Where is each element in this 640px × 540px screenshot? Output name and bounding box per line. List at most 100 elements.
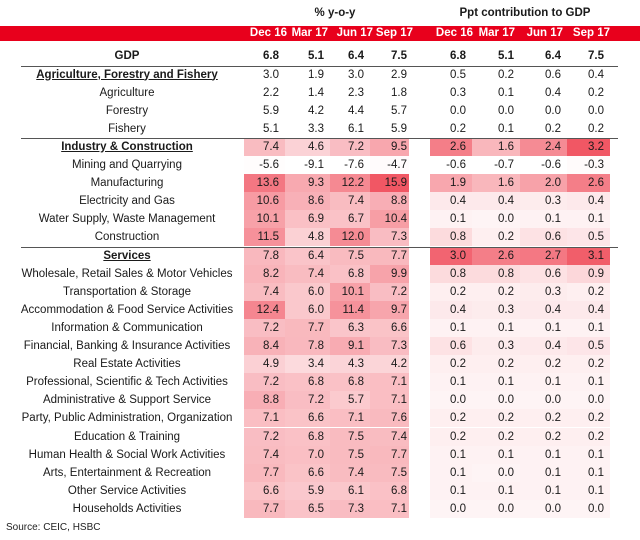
- ppt-cell: 6.8: [450, 50, 466, 63]
- yoy-cell: 6.9: [285, 210, 330, 229]
- ppt-cell: 0.1: [430, 463, 472, 482]
- yoy-cell: 7.2: [244, 427, 285, 446]
- yoy-cell: 3.3: [308, 122, 324, 135]
- yoy-cell: 7.0: [285, 445, 330, 464]
- ppt-cell: 0.4: [520, 337, 567, 356]
- yoy-cell: 4.3: [330, 355, 370, 374]
- yoy-cell: 7.1: [330, 409, 370, 428]
- ppt-cell: 0.0: [588, 104, 604, 117]
- yoy-cell: 6.0: [285, 300, 330, 319]
- yoy-cell: 7.4: [244, 445, 285, 464]
- yoy-cell: 9.7: [370, 300, 413, 319]
- header-bar: Dec 16 Dec 16 Mar 17 Mar 17 Jun 17 Jun 17 Sep …: [0, 26, 640, 41]
- yoy-cell: 2.9: [391, 68, 407, 81]
- yoy-cell: 7.2: [285, 391, 330, 410]
- yoy-cell: 9.5: [370, 137, 413, 156]
- yoy-cell: 11.4: [330, 300, 370, 319]
- ppt-cell: 0.1: [520, 210, 567, 229]
- table-row: Fishery 5.1 3.3 6.1 5.9 0.2 0.1 0.2 0.2: [0, 120, 640, 138]
- rule-industry: [21, 137, 618, 139]
- yoy-cell: 7.4: [330, 463, 370, 482]
- yoy-cell: 7.4: [370, 427, 413, 446]
- ppt-cell: 0.1: [472, 481, 520, 500]
- table-row: Services 7.8 6.4 7.5 7.7 3.0 2.6 2.7 3.1: [0, 246, 640, 265]
- row-label: Human Health & Social Work Activities: [28, 448, 226, 461]
- table-row: Accommodation & Food Service Activities 1…: [0, 300, 640, 319]
- yoy-cell: 6.4: [348, 50, 364, 63]
- yoy-cell: 13.6: [244, 174, 285, 193]
- yoy-cell: 8.2: [244, 264, 285, 283]
- row-label: Arts, Entertainment & Recreation: [42, 466, 212, 479]
- ppt-cell: 0.1: [567, 373, 610, 392]
- ppt-cell: -0.7: [472, 156, 520, 175]
- source-note: Source: CEIC, HSBC: [6, 522, 101, 533]
- yoy-cell: -4.7: [370, 156, 413, 175]
- ppt-cell: 0.2: [520, 427, 567, 446]
- yoy-cell: 5.7: [391, 104, 407, 117]
- yoy-cell: 6.7: [330, 210, 370, 229]
- ppt-cell: 0.6: [545, 68, 561, 81]
- ppt-cell: 0.4: [430, 300, 472, 319]
- yoy-cell: 7.5: [330, 427, 370, 446]
- row-label: Manufacturing: [90, 177, 164, 190]
- ppt-cell: 0.0: [472, 499, 520, 518]
- yoy-cell: 7.5: [391, 50, 407, 63]
- ppt-cell: 0.4: [430, 192, 472, 211]
- ppt-period-header: Dec 16: [435, 27, 473, 39]
- yoy-cell: 1.9: [308, 68, 324, 81]
- yoy-cell: 8.4: [244, 337, 285, 356]
- table-row: Households Activities 7.7 6.5 7.3 7.1 0.0 0.0 0…: [0, 499, 640, 518]
- table-row: Manufacturing 13.6 9.3 12.2 15.9 1.9 1.6 2.0 2.6: [0, 174, 640, 193]
- yoy-cell: 7.7: [285, 318, 330, 337]
- ppt-cell: 0.1: [520, 318, 567, 337]
- yoy-cell: 12.4: [244, 300, 285, 319]
- yoy-cell: 5.9: [391, 122, 407, 135]
- yoy-cell: 8.8: [244, 391, 285, 410]
- ppt-cell: 0.2: [430, 282, 472, 301]
- row-label: Financial, Banking & Insurance Activitie…: [23, 340, 231, 352]
- yoy-cell: 7.1: [370, 391, 413, 410]
- ppt-cell: 0.0: [498, 104, 514, 117]
- ppt-cell: 0.6: [520, 228, 567, 247]
- yoy-cell: 6.5: [285, 499, 330, 518]
- row-label: Real Estate Activities: [73, 358, 181, 371]
- table-row: Electricity and Gas 10.6 8.6 7.4 8.8 0.4 0.4 0.…: [0, 192, 640, 211]
- ppt-cell: 0.1: [430, 445, 472, 464]
- yoy-cell: 6.8: [330, 373, 370, 392]
- ppt-cell: 5.1: [498, 50, 514, 63]
- ppt-cell: 2.4: [520, 137, 567, 156]
- yoy-cell: 4.2: [370, 355, 413, 374]
- ppt-cell: 0.8: [430, 264, 472, 283]
- rule-top: [21, 65, 618, 67]
- yoy-cell: 7.4: [244, 137, 285, 156]
- ppt-cell: 0.0: [472, 210, 520, 229]
- table-row: Construction 11.5 4.8 12.0 7.3 0.8 0.2 0.6 0.5: [0, 228, 640, 247]
- ppt-cell: 2.7: [520, 246, 567, 265]
- ppt-cell: 0.2: [498, 68, 514, 81]
- yoy-cell: 2.2: [263, 86, 279, 99]
- table-row: Party, Public Administration, Organizati…: [0, 409, 640, 428]
- ppt-cell: 0.2: [588, 86, 604, 99]
- table-row: Administrative & Support Service 8.8 7.2 5.…: [0, 391, 640, 410]
- yoy-cell: 7.7: [370, 246, 413, 265]
- row-label: Fishery: [108, 122, 146, 135]
- ppt-cell: 0.1: [520, 463, 567, 482]
- ppt-cell: 0.2: [545, 122, 561, 135]
- ppt-cell: 0.5: [567, 337, 610, 356]
- ppt-cell: 2.6: [472, 246, 520, 265]
- yoy-cell: 6.3: [330, 318, 370, 337]
- yoy-period-header: Dec 16: [249, 27, 287, 39]
- ppt-cell: -0.3: [567, 156, 610, 175]
- ppt-cell: 0.0: [472, 391, 520, 410]
- yoy-cell: 6.8: [285, 427, 330, 446]
- ppt-cell: 0.1: [472, 318, 520, 337]
- yoy-cell: 4.4: [348, 104, 364, 117]
- ppt-cell: 0.2: [430, 355, 472, 374]
- row-label: GDP: [114, 50, 140, 63]
- row-label: Electricity and Gas: [79, 195, 175, 208]
- ppt-cell: 0.0: [430, 391, 472, 410]
- yoy-period-header: Sep 17: [375, 27, 413, 39]
- yoy-cell: -7.6: [330, 156, 370, 175]
- yoy-cell: 6.8: [263, 50, 279, 63]
- table-row: Real Estate Activities 4.9 3.4 4.3 4.2 0.2 0.2…: [0, 355, 640, 374]
